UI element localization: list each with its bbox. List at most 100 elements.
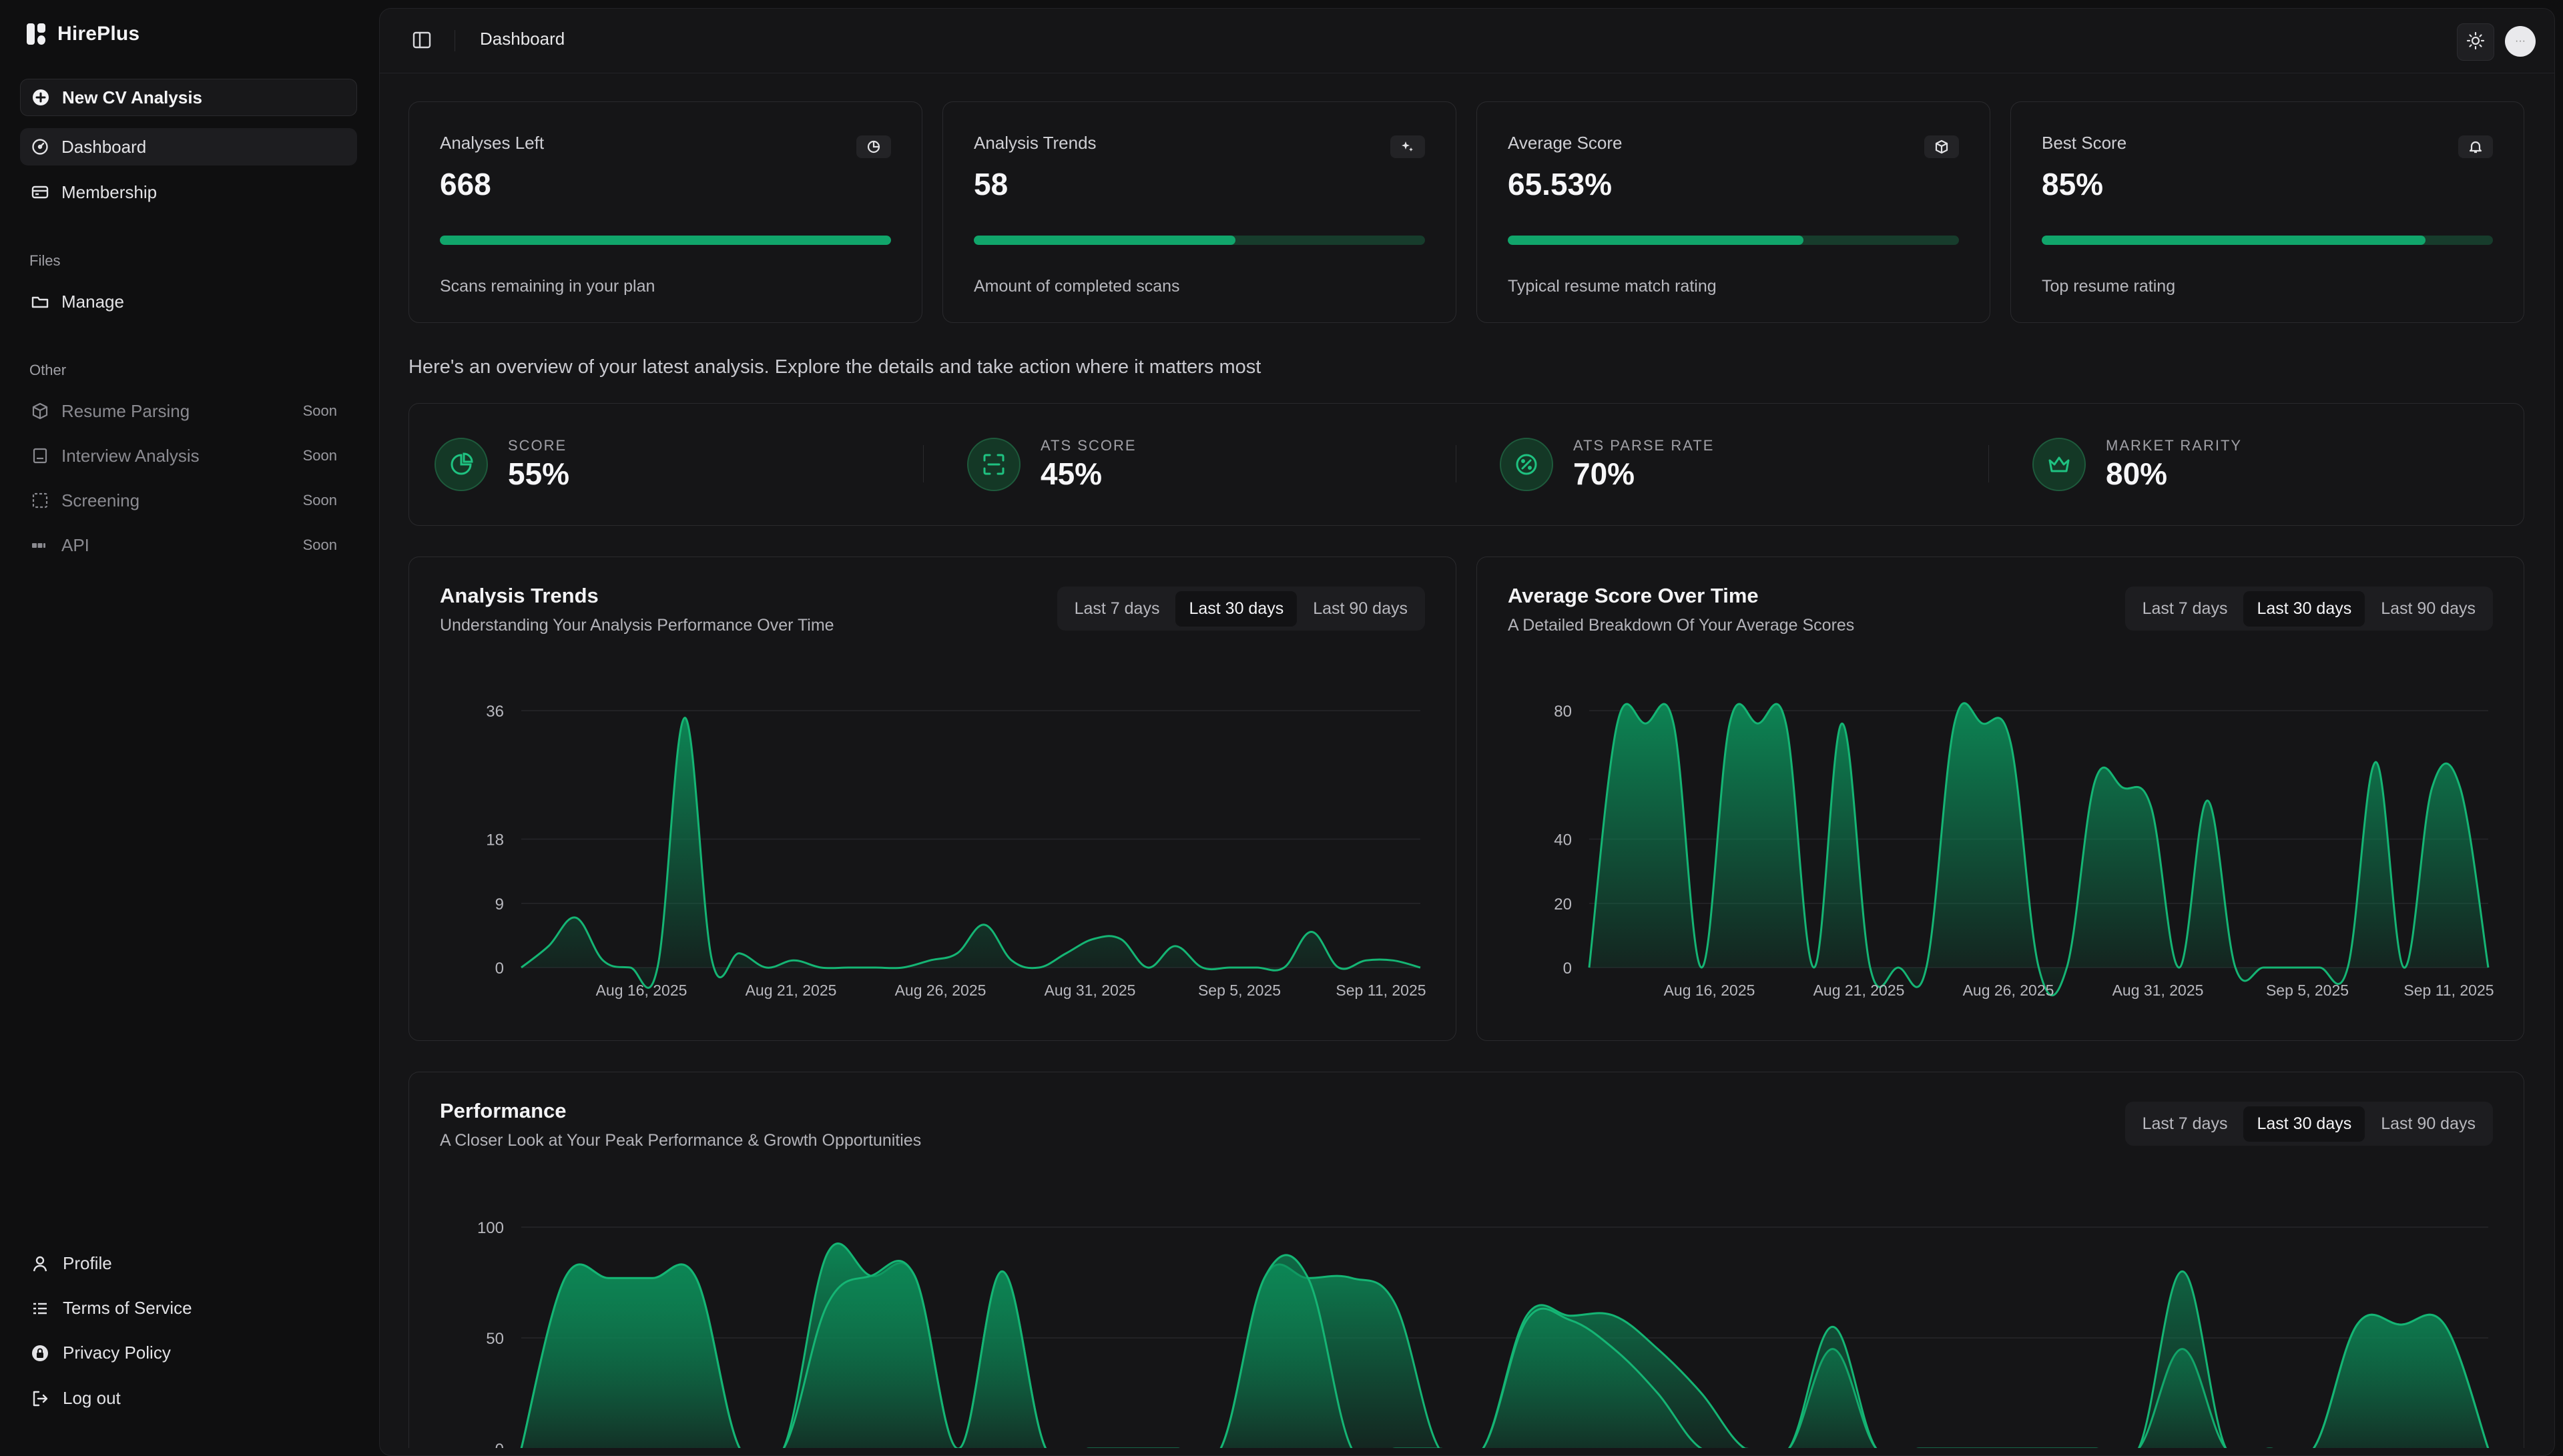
document-icon	[31, 446, 49, 465]
sidebar-item-label: Terms of Service	[63, 1298, 192, 1318]
range-option-7d[interactable]: Last 7 days	[2142, 1114, 2228, 1133]
scan-frame-icon	[967, 438, 1021, 491]
lock-icon	[31, 1344, 49, 1363]
breadcrumb[interactable]: Dashboard	[480, 29, 565, 49]
sidebar-item-label: Dashboard	[61, 136, 147, 157]
logout-icon	[31, 1389, 49, 1408]
pie-chart-icon	[435, 438, 488, 491]
stat-progress-bar	[2042, 236, 2493, 245]
metrics-strip: SCORE 55% ATS SCORE 45% ATS PARSE RATE 70% …	[408, 403, 2524, 526]
scan-icon	[31, 491, 49, 510]
sidebar-item-profile[interactable]: Profile	[31, 1253, 112, 1274]
y-tick-label: 80	[1554, 703, 1572, 721]
new-cv-analysis-button[interactable]: New CV Analysis	[20, 79, 357, 116]
sidebar-item-interview-analysis[interactable]: Interview Analysis Soon	[20, 437, 357, 474]
sidebar-item-label: Membership	[61, 181, 158, 202]
sidebar-item-privacy[interactable]: Privacy Policy	[31, 1343, 171, 1363]
avatar[interactable]: ···	[2505, 26, 2536, 57]
y-tick-label: 18	[486, 831, 504, 849]
metric-ats-score: ATS SCORE 45%	[967, 404, 1137, 525]
metric-market-rarity: MARKET RARITY 80%	[2032, 404, 2242, 525]
series-line	[520, 1254, 2490, 1448]
x-tick-label: Aug 26, 2025	[1963, 982, 2054, 999]
list-icon	[31, 1299, 49, 1318]
series-area	[1589, 703, 2488, 996]
brand[interactable]: HirePlus	[27, 23, 139, 45]
y-tick-label: 40	[1554, 831, 1572, 849]
range-option-30d[interactable]: Last 30 days	[2243, 1106, 2365, 1142]
folder-icon	[31, 292, 49, 311]
stat-card-average-score: Average Score 65.53% Typical resume matc…	[1476, 101, 1990, 323]
sidebar-item-label: Log out	[63, 1388, 121, 1408]
range-selector: Last 7 days Last 30 days Last 90 days	[1057, 587, 1425, 631]
other-section-label: Other	[29, 362, 67, 378]
range-selector: Last 7 days Last 30 days Last 90 days	[2124, 587, 2493, 631]
stat-subtitle: Typical resume match rating	[1508, 277, 1717, 296]
series-area	[521, 1254, 2488, 1448]
y-tick-label: 50	[486, 1330, 504, 1348]
sidebar-item-dashboard[interactable]: Dashboard	[20, 128, 357, 165]
stat-card-analyses-left: Analyses Left 668 Scans remaining in you…	[408, 101, 922, 323]
x-tick-label: Aug 16, 2025	[1664, 982, 1755, 999]
sidebar-item-membership[interactable]: Membership	[20, 173, 357, 211]
sidebar-item-manage[interactable]: Manage	[20, 283, 357, 320]
chart-subtitle: Understanding Your Analysis Performance …	[440, 616, 834, 635]
stat-progress-bar	[440, 236, 891, 245]
stat-value: 65.53%	[1508, 167, 1613, 202]
theme-toggle-button[interactable]	[2457, 23, 2494, 61]
chart-title: Performance	[440, 1099, 567, 1122]
metric-value: 45%	[1041, 456, 1103, 491]
card-icon	[31, 183, 49, 202]
sidebar-toggle-icon[interactable]	[412, 30, 433, 51]
metric-value: 55%	[508, 456, 570, 491]
range-option-7d[interactable]: Last 7 days	[1074, 599, 1160, 618]
average-score-chart: 0 20 40 80 Aug 16, 2025 Aug 21, 2025 Aug 26, 2…	[1554, 702, 2494, 999]
x-tick-label: Aug 26, 2025	[895, 982, 986, 999]
user-icon	[31, 1254, 49, 1273]
files-section-label: Files	[29, 252, 61, 269]
sidebar-item-screening[interactable]: Screening Soon	[20, 482, 357, 519]
range-option-90d[interactable]: Last 90 days	[2381, 599, 2476, 618]
stat-title: Best Score	[2042, 133, 2127, 153]
x-tick-label: Aug 21, 2025	[746, 982, 837, 999]
sidebar-item-api[interactable]: API Soon	[20, 526, 357, 564]
hireplus-logo-icon	[27, 23, 47, 45]
series-line	[521, 717, 1421, 989]
api-icon	[31, 536, 49, 555]
y-tick-label: 0	[1563, 960, 1572, 978]
sidebar-item-label: Manage	[61, 291, 124, 312]
series-area	[521, 717, 1420, 988]
x-tick-label: Aug 16, 2025	[596, 982, 687, 999]
metric-value: 80%	[2106, 456, 2168, 491]
y-tick-label: 9	[495, 895, 504, 914]
metric-score: SCORE 55%	[435, 404, 569, 525]
overview-text: Here's an overview of your latest analys…	[408, 356, 1261, 378]
dashboard-icon	[31, 137, 49, 156]
sidebar-item-resume-parsing[interactable]: Resume Parsing Soon	[20, 392, 357, 430]
range-option-90d[interactable]: Last 90 days	[2381, 1114, 2476, 1133]
top-bar: Dashboard ···	[380, 9, 2554, 73]
metric-label: ATS SCORE	[1041, 437, 1137, 454]
stat-value: 668	[440, 167, 491, 202]
range-option-7d[interactable]: Last 7 days	[2142, 599, 2228, 618]
box-icon	[1924, 135, 1959, 158]
sidebar-item-label: Resume Parsing	[61, 400, 190, 421]
range-option-90d[interactable]: Last 90 days	[1313, 599, 1408, 618]
metric-label: ATS PARSE RATE	[1573, 437, 1715, 454]
sidebar-item-logout[interactable]: Log out	[31, 1388, 121, 1409]
range-option-30d[interactable]: Last 30 days	[2243, 591, 2365, 627]
sidebar-item-label: Privacy Policy	[63, 1343, 171, 1363]
pie-icon	[856, 135, 891, 158]
range-selector: Last 7 days Last 30 days Last 90 days	[2124, 1102, 2493, 1146]
x-tick-label: Sep 5, 2025	[2266, 982, 2349, 999]
soon-badge: Soon	[302, 492, 337, 508]
sidebar-item-terms[interactable]: Terms of Service	[31, 1298, 192, 1319]
stat-title: Analysis Trends	[974, 133, 1097, 153]
range-option-30d[interactable]: Last 30 days	[1175, 591, 1298, 627]
stat-value: 85%	[2042, 167, 2104, 202]
brand-name: HirePlus	[57, 23, 140, 45]
sidebar-item-label: Interview Analysis	[61, 445, 200, 466]
crown-icon	[2032, 438, 2086, 491]
stat-subtitle: Amount of completed scans	[974, 277, 1180, 296]
series-line	[1588, 702, 2490, 997]
